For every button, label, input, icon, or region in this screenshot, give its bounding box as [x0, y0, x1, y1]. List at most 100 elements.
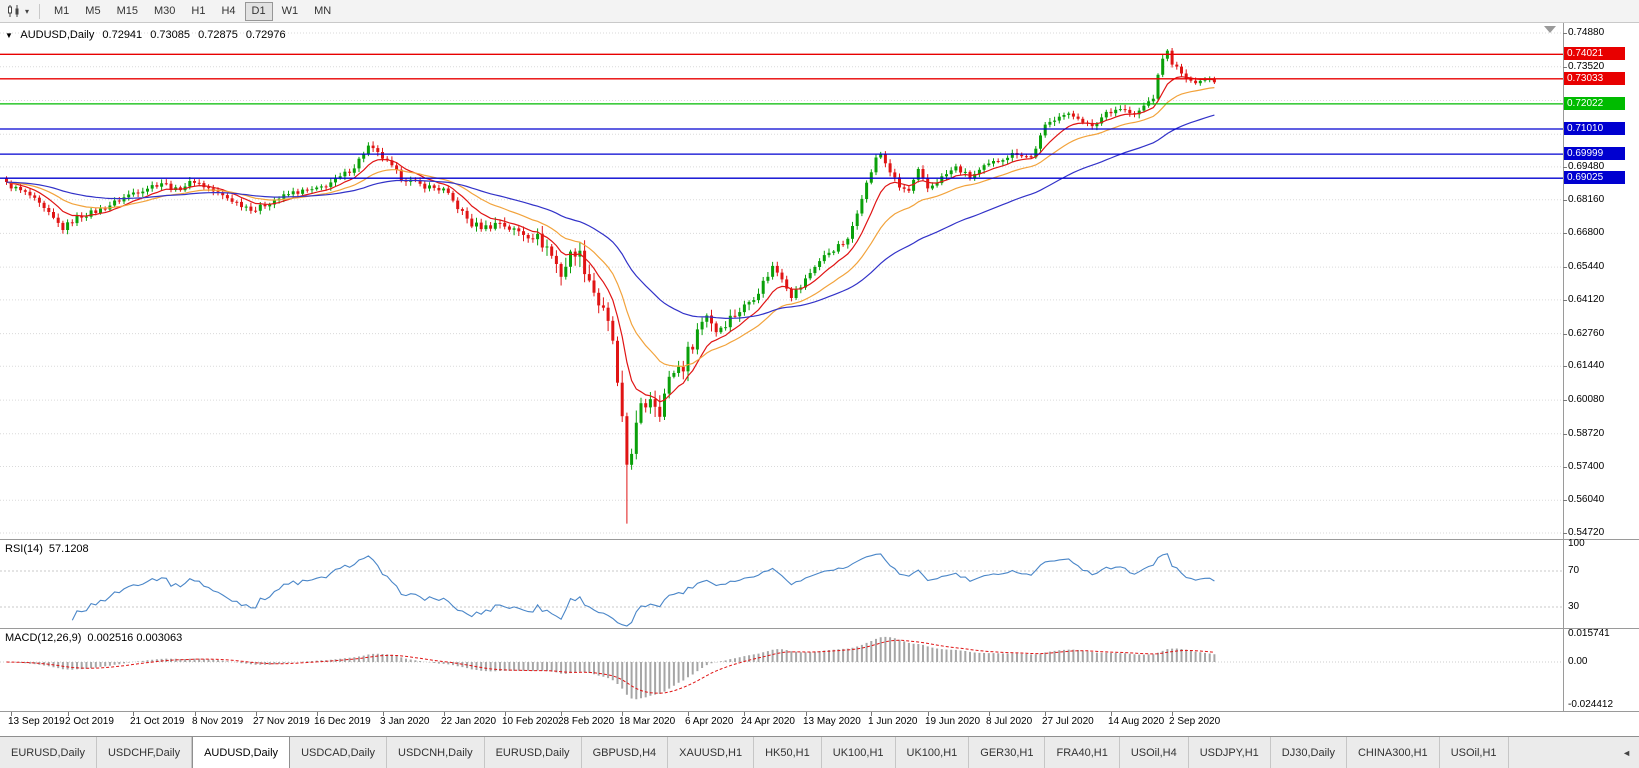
date-axis-label: 28 Feb 2020 [558, 716, 615, 727]
date-axis-tickmark [444, 712, 445, 716]
timeframe-button-m5[interactable]: M5 [85, 4, 101, 17]
rsi-indicator-panel[interactable] [0, 540, 1564, 628]
chart-tab-usoil-h4[interactable]: USOil,H4 [1120, 737, 1189, 768]
macd-signal-line [6, 639, 1215, 694]
chart-tab-uk100-h1[interactable]: UK100,H1 [896, 737, 970, 768]
price-axis-tick: 0.58720 [1568, 427, 1605, 439]
moving-average-line-9 [6, 76, 1215, 403]
date-axis-tickmark [871, 712, 872, 716]
timeframe-button-m1[interactable]: M1 [54, 4, 70, 17]
price-axis-tickmark [1563, 67, 1567, 68]
macd-axis-label: -0.024412 [1568, 699, 1614, 710]
timeframe-button-h4[interactable]: H4 [221, 4, 236, 17]
price-level-badge: 0.73033 [1564, 72, 1625, 85]
chart-tab-bar: EURUSD,Daily USDCHF,Daily AUDUSD,Daily USDC… [0, 736, 1639, 768]
timeframe-button-m15[interactable]: M15 [116, 4, 138, 17]
candlestick-chart-icon[interactable] [4, 3, 24, 19]
chart-tab-eurusd-daily[interactable]: EURUSD,Daily [485, 737, 582, 768]
chart-tab-uk100-h1[interactable]: UK100,H1 [822, 737, 896, 768]
date-axis-tickmark [989, 712, 990, 716]
date-axis-label: 1 Jun 2020 [868, 716, 918, 727]
date-axis-tickmark [317, 712, 318, 716]
timeframe-button-mn[interactable]: MN [314, 4, 332, 17]
date-axis-label: 27 Jul 2020 [1042, 716, 1094, 727]
chart-shift-marker[interactable] [1544, 26, 1556, 33]
price-axis-tickmark [1563, 167, 1567, 168]
rsi-line [71, 553, 1215, 627]
rsi-axis-label: 70 [1568, 565, 1580, 576]
chart-tab-usdcnh-daily[interactable]: USDCNH,Daily [387, 737, 485, 768]
ohlc-high: 0.73085 [150, 29, 190, 41]
macd-axis-label: 0.00 [1568, 656, 1588, 667]
chart-tab-usdcad-daily[interactable]: USDCAD,Daily [290, 737, 388, 768]
rsi-axis-label: 100 [1568, 538, 1585, 549]
macd-label: MACD(12,26,9) [5, 632, 82, 644]
date-axis-label: 16 Dec 2019 [314, 716, 371, 727]
chart-tab-dj30-daily[interactable]: DJ30,Daily [1271, 737, 1347, 768]
macd-indicator-panel[interactable] [0, 629, 1564, 711]
price-axis-tick: 0.66800 [1568, 227, 1605, 239]
moving-average-line-21 [6, 87, 1215, 368]
macd-axis-label: 0.015741 [1568, 628, 1610, 639]
chart-tab-usdjpy-h1[interactable]: USDJPY,H1 [1189, 737, 1271, 768]
panel-separator[interactable] [0, 539, 1639, 540]
timeframe-button-w1[interactable]: W1 [281, 4, 299, 17]
price-axis-tick: 0.74880 [1568, 27, 1605, 38]
price-level-badge: 0.72022 [1564, 97, 1625, 110]
chart-tab-usoil-h1[interactable]: USOil,H1 [1440, 737, 1509, 768]
price-axis-tickmark [1563, 400, 1567, 401]
date-axis-tickmark [68, 712, 69, 716]
price-axis-tick: 0.65440 [1568, 261, 1605, 273]
price-axis-tickmark [1563, 434, 1567, 435]
tab-scroll-left-icon[interactable]: ◄ [1622, 747, 1631, 758]
date-axis-label: 14 Aug 2020 [1108, 716, 1165, 727]
timeframe-button-h1[interactable]: H1 [191, 4, 206, 17]
ohlc-low: 0.72875 [198, 29, 238, 41]
macd-label-box: MACD(12,26,9) 0.002516 0.003063 [5, 632, 188, 644]
date-axis-label: 21 Oct 2019 [130, 716, 185, 727]
date-axis-label: 10 Feb 2020 [502, 716, 559, 727]
chart-tab-xauusd-h1[interactable]: XAUUSD,H1 [668, 737, 755, 768]
chart-tab-usdchf-daily[interactable]: USDCHF,Daily [97, 737, 193, 768]
chart-tab-gbpusd-h4[interactable]: GBPUSD,H4 [582, 737, 669, 768]
panel-separator[interactable] [0, 628, 1639, 629]
date-axis-tickmark [1111, 712, 1112, 716]
date-axis-label: 27 Nov 2019 [253, 716, 310, 727]
price-level-badge: 0.74021 [1564, 47, 1625, 60]
chart-tab-fra40-h1[interactable]: FRA40,H1 [1045, 737, 1120, 768]
date-axis-tickmark [133, 712, 134, 716]
price-level-badge: 0.69999 [1564, 147, 1625, 160]
date-axis-tickmark [688, 712, 689, 716]
timeframe-button-d1[interactable]: D1 [244, 1, 273, 21]
chart-tab-hk50-h1[interactable]: HK50,H1 [754, 737, 822, 768]
price-level-badge: 0.69025 [1564, 171, 1625, 184]
date-axis-label: 19 Jun 2020 [925, 716, 981, 727]
main-price-chart[interactable] [0, 23, 1564, 539]
date-axis-tickmark [505, 712, 506, 716]
date-axis-label: 13 May 2020 [803, 716, 861, 727]
chart-symbol-label: AUDUSD,Daily [20, 29, 95, 41]
one-click-trading-toggle-icon[interactable]: ▼ [5, 31, 13, 40]
timeframe-button-m30[interactable]: M30 [153, 4, 176, 17]
date-axis-label: 8 Jul 2020 [986, 716, 1033, 727]
price-axis-tick: 0.73520 [1568, 60, 1605, 72]
chart-type-dropdown-caret-icon[interactable]: ▾ [25, 6, 30, 16]
chart-tab-ger30-h1[interactable]: GER30,H1 [969, 737, 1046, 768]
date-axis-tickmark [928, 712, 929, 716]
panel-separator [0, 711, 1639, 712]
macd-values: 0.002516 0.003063 [87, 632, 183, 644]
price-axis-tickmark [1563, 467, 1567, 468]
moving-average-line-50 [6, 114, 1215, 320]
ohlc-close: 0.72976 [245, 29, 286, 41]
price-axis-tick: 0.56040 [1568, 494, 1605, 506]
chart-ohlc-readout: ▼ AUDUSD,Daily 0.72941 0.73085 0.72875 0… [5, 29, 291, 41]
chart-tab-china300-h1[interactable]: CHINA300,H1 [1347, 737, 1440, 768]
date-axis-tickmark [744, 712, 745, 716]
date-axis-tickmark [1172, 712, 1173, 716]
chart-tab-audusd-daily[interactable]: AUDUSD,Daily [192, 737, 291, 768]
price-axis-tick: 0.61440 [1568, 360, 1605, 372]
chart-tab-eurusd-daily[interactable]: EURUSD,Daily [0, 737, 97, 768]
rsi-axis-label: 30 [1568, 601, 1580, 612]
date-axis-label: 13 Sep 2019 [8, 716, 65, 727]
price-axis-tick: 0.57400 [1568, 460, 1605, 472]
